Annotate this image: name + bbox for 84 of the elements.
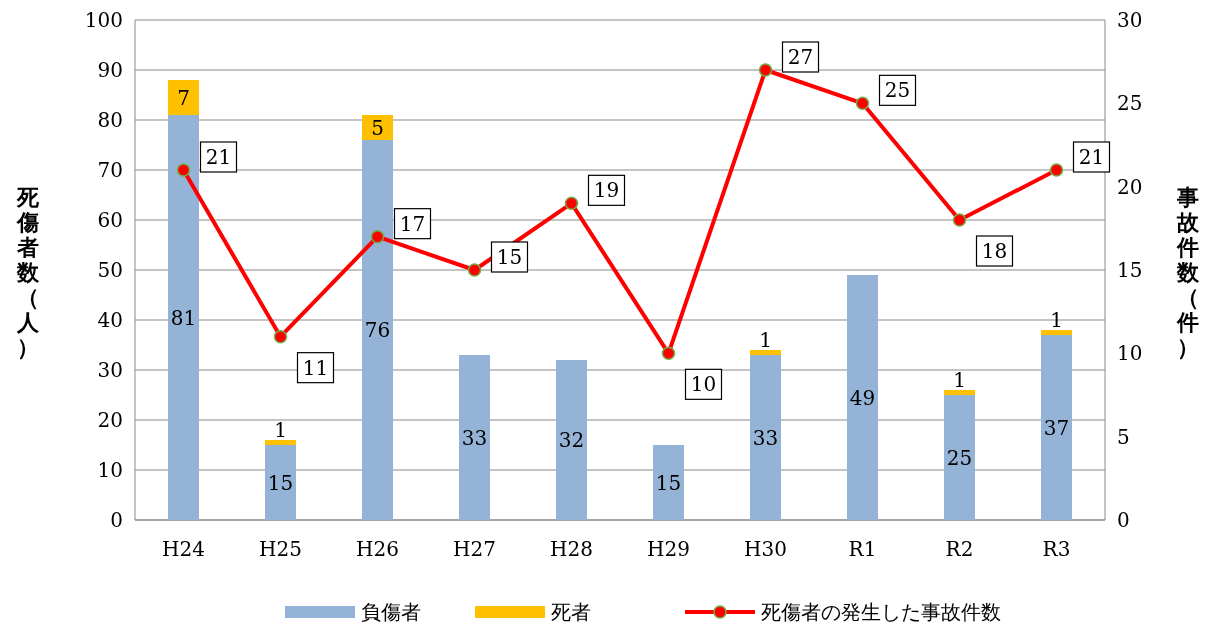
data-label: 1 <box>953 368 966 392</box>
y2-tick-label: 15 <box>1117 258 1143 282</box>
y-tick-label: 70 <box>97 158 123 182</box>
bar <box>361 140 394 520</box>
data-label: 17 <box>399 211 426 236</box>
data-label: 15 <box>655 470 682 495</box>
data-label: 1 <box>759 328 772 352</box>
y2-tick-label: 10 <box>1117 341 1143 366</box>
y-tick-label: 100 <box>84 8 123 32</box>
data-label: 25 <box>884 78 911 103</box>
bar <box>1040 330 1073 335</box>
bar <box>167 115 200 520</box>
x-tick-label: R1 <box>848 537 877 561</box>
bar <box>846 275 879 520</box>
x-tick-label: H24 <box>162 537 205 561</box>
data-label: 21 <box>1078 145 1105 169</box>
data-label: 15 <box>267 470 294 495</box>
point <box>661 346 676 361</box>
legend-label: 負傷者 <box>361 600 421 624</box>
legend-label: 死傷者の発生した事故件数 <box>761 600 1001 624</box>
bar <box>652 445 685 520</box>
y2-tick-label: 0 <box>1117 508 1130 532</box>
y2-tick-label: 20 <box>1117 174 1143 199</box>
bar <box>458 355 491 520</box>
y2-tick-label: 5 <box>1117 424 1130 449</box>
point <box>467 263 482 277</box>
y-axis-title: 死傷者数（人） <box>16 184 40 360</box>
bar <box>749 350 782 355</box>
data-label: 25 <box>946 445 973 470</box>
y2-tick-label: 30 <box>1117 8 1143 32</box>
data-label: 18 <box>981 239 1008 263</box>
y2-axis-title: 事故件数（件） <box>1176 184 1200 360</box>
data-label: 33 <box>752 425 779 450</box>
data-label: 27 <box>787 45 814 69</box>
y-tick-label: 80 <box>97 108 123 132</box>
bar <box>264 440 297 445</box>
y-tick-label: 20 <box>97 408 123 432</box>
data-label: 76 <box>364 318 391 342</box>
y-tick-label: 10 <box>97 458 123 482</box>
x-tick-label: H29 <box>647 537 690 561</box>
data-label: 32 <box>558 428 585 452</box>
x-tick-label: H28 <box>550 537 593 561</box>
data-label: 37 <box>1043 415 1070 440</box>
x-tick-label: R3 <box>1042 537 1071 561</box>
x-tick-label: H27 <box>453 537 496 561</box>
bar <box>264 445 297 520</box>
bar <box>943 390 976 395</box>
y-tick-label: 60 <box>97 208 123 232</box>
data-label: 1 <box>274 418 287 442</box>
point <box>855 96 870 111</box>
point <box>176 163 191 177</box>
y-tick-label: 40 <box>97 308 123 332</box>
y-tick-label: 50 <box>97 258 123 282</box>
data-label: 15 <box>496 245 523 269</box>
y-tick-label: 0 <box>110 508 123 532</box>
y2-tick-label: 25 <box>1117 91 1143 116</box>
bar <box>555 360 588 520</box>
bar <box>1040 335 1073 520</box>
data-label: 81 <box>170 305 197 330</box>
point <box>370 229 385 244</box>
point <box>758 63 773 77</box>
x-tick-label: H25 <box>259 537 302 561</box>
y-tick-label: 90 <box>97 58 123 82</box>
bar <box>943 395 976 520</box>
data-label: 49 <box>849 385 876 410</box>
data-label: 5 <box>371 115 384 140</box>
data-label: 7 <box>177 85 190 110</box>
bar <box>167 80 200 115</box>
y-tick-label: 30 <box>97 358 123 382</box>
data-label: 21 <box>205 145 232 169</box>
data-label: 10 <box>690 372 717 397</box>
point <box>564 196 579 211</box>
data-label: 33 <box>461 425 488 450</box>
data-label: 19 <box>593 178 620 203</box>
data-label: 11 <box>302 355 329 380</box>
legend-label: 死者 <box>551 600 591 624</box>
x-tick-label: R2 <box>945 537 974 561</box>
x-tick-label: H26 <box>356 537 399 561</box>
point <box>1049 163 1064 177</box>
bar <box>749 355 782 520</box>
point <box>952 213 967 227</box>
data-label: 1 <box>1050 308 1063 332</box>
point <box>273 329 288 344</box>
x-tick-label: H30 <box>744 537 787 561</box>
